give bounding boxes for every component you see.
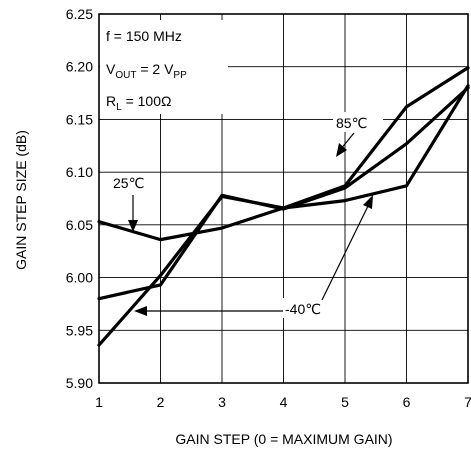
label-25c-arrowhead [128,220,138,232]
tick-labels: 1 2 3 4 5 6 7 5.90 5.95 6.00 6.05 6.10 6.15 6.20 6.25 [66,6,471,410]
label-85c: 85℃ [333,112,383,157]
label-25c: 25℃ [110,173,160,232]
x-tick-label-2: 3 [218,394,226,410]
label-minus40c: -40℃ [134,195,373,318]
conditions-box: f = 150 MHz VOUT = 2 VPP RL = 100Ω [100,20,228,114]
y-tick-label-3: 6.05 [66,217,93,233]
label-85c-text: 85℃ [336,115,367,131]
label-25c-text: 25℃ [113,175,144,191]
label-minus40c-leader-right [321,203,370,301]
y-tick-label-0: 5.90 [66,375,93,391]
y-tick-label-4: 6.10 [66,164,93,180]
label-85c-background [333,112,383,132]
label-minus40c-text: -40℃ [285,301,321,317]
label-minus40c-background [283,298,338,318]
y-tick-label-7: 6.25 [66,6,93,22]
y-axis-title: GAIN STEP SIZE (dB) [13,130,29,270]
x-tick-label-3: 4 [280,394,288,410]
x-tick-label-6: 7 [464,394,471,410]
x-tick-label-1: 2 [157,394,165,410]
condition-vout: VOUT = 2 VPP [106,61,187,81]
x-axis-title: GAIN STEP (0 = MAXIMUM GAIN) [175,431,392,447]
y-tick-label-6: 6.20 [66,59,93,75]
series-group [97,66,470,347]
y-tick-label-5: 6.15 [66,111,93,127]
label-minus40c-arrowhead-left [134,306,147,316]
condition-load: RL = 100Ω [106,93,171,113]
label-minus40c-arrowhead-right [363,195,373,209]
series-line-2 [97,86,470,301]
plot-frame [98,13,469,384]
label-25c-background [110,173,160,193]
condition-frequency: f = 150 MHz [106,28,182,44]
label-85c-arrowhead [336,143,347,157]
y-tick-label-1: 5.95 [66,322,93,338]
x-tick-label-5: 6 [403,394,411,410]
x-tick-label-0: 1 [95,394,103,410]
conditions-background [100,20,228,114]
y-tick-label-2: 6.00 [66,270,93,286]
x-tick-label-4: 5 [341,394,349,410]
plot-border [98,13,469,384]
grid-lines [98,13,469,384]
